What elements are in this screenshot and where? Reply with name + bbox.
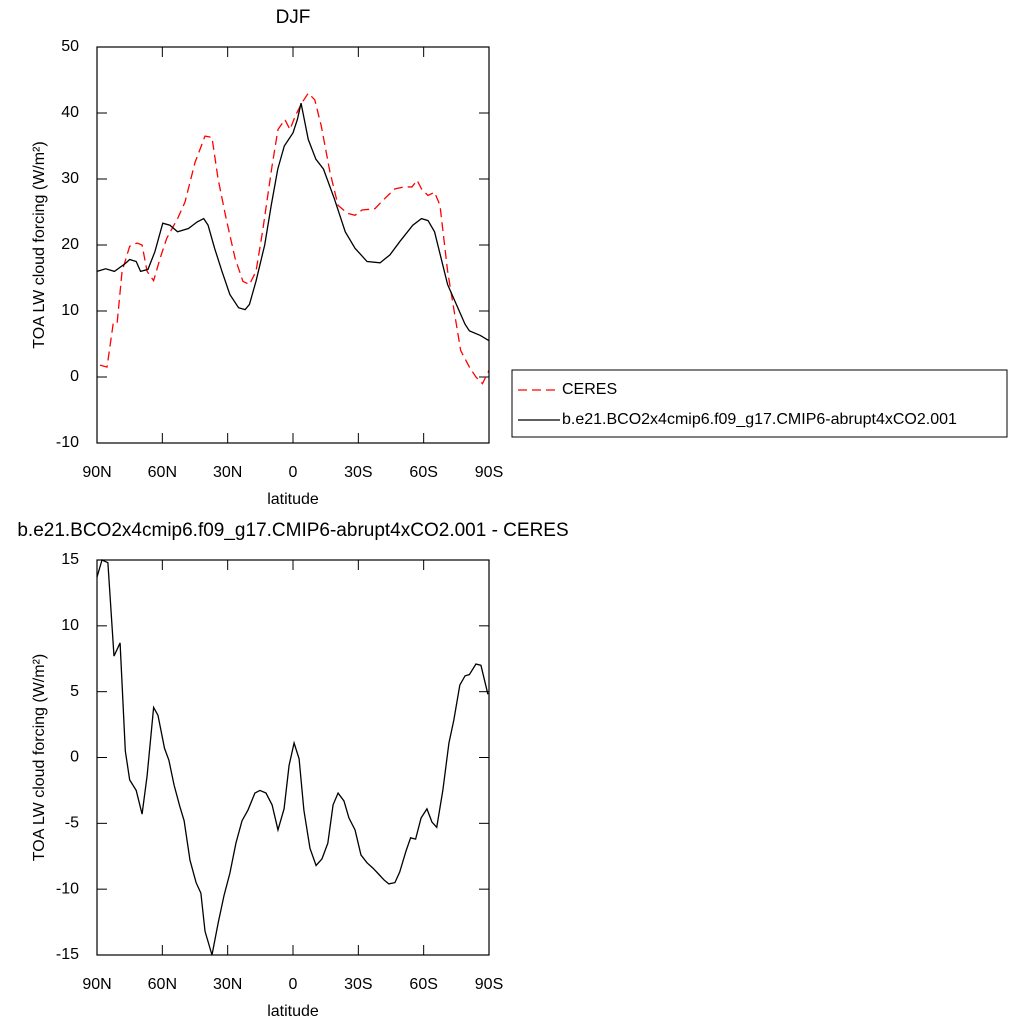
- plot-frame: [96, 559, 490, 956]
- x-tick-label: 30N: [213, 976, 242, 993]
- y-tick-label: -10: [56, 434, 79, 451]
- y-axis-label: TOA LW cloud forcing (W/m²): [31, 654, 48, 861]
- y-tick-label: 30: [61, 170, 79, 187]
- x-tick-label: 30S: [344, 464, 372, 481]
- x-tick-label: 90S: [475, 976, 503, 993]
- legend-label: b.e21.BCO2x4cmip6.f09_g17.CMIP6-abrupt4x…: [562, 411, 957, 428]
- y-tick-label: -10: [56, 880, 79, 897]
- data-line: [99, 92, 490, 385]
- x-tick-label: 60S: [409, 976, 437, 993]
- y-tick-label: 10: [61, 617, 79, 634]
- y-tick-label: 5: [70, 683, 79, 700]
- x-tick-label: 60N: [148, 976, 177, 993]
- x-tick-label: 60S: [409, 464, 437, 481]
- x-tick-label: 30N: [213, 464, 242, 481]
- chart-title: DJF: [276, 7, 311, 28]
- x-tick-label: 0: [289, 976, 298, 993]
- y-tick-label: 20: [61, 236, 79, 253]
- y-tick-label: 0: [70, 368, 79, 385]
- y-tick-label: 50: [61, 38, 79, 55]
- x-tick-label: 90S: [475, 464, 503, 481]
- data-line: [96, 102, 490, 342]
- y-tick-label: -5: [65, 815, 79, 832]
- y-tick-label: 15: [61, 551, 79, 568]
- y-axis-label: TOA LW cloud forcing (W/m²): [31, 141, 48, 348]
- x-axis-label: latitude: [267, 1003, 319, 1020]
- y-tick-label: 10: [61, 302, 79, 319]
- x-tick-label: 90N: [82, 976, 111, 993]
- legend-box: [511, 369, 1008, 438]
- x-tick-label: 0: [289, 464, 298, 481]
- y-tick-label: 0: [70, 749, 79, 766]
- x-axis-label: latitude: [267, 491, 319, 508]
- plot-frame: [96, 46, 490, 444]
- chart-title: b.e21.BCO2x4cmip6.f09_g17.CMIP6-abrupt4x…: [17, 520, 568, 541]
- legend-label: CERES: [562, 381, 617, 398]
- x-tick-label: 60N: [148, 464, 177, 481]
- y-tick-label: -15: [56, 946, 79, 963]
- x-tick-label: 90N: [82, 464, 111, 481]
- y-tick-label: 40: [61, 104, 79, 121]
- x-tick-label: 30S: [344, 976, 372, 993]
- data-line: [96, 559, 489, 956]
